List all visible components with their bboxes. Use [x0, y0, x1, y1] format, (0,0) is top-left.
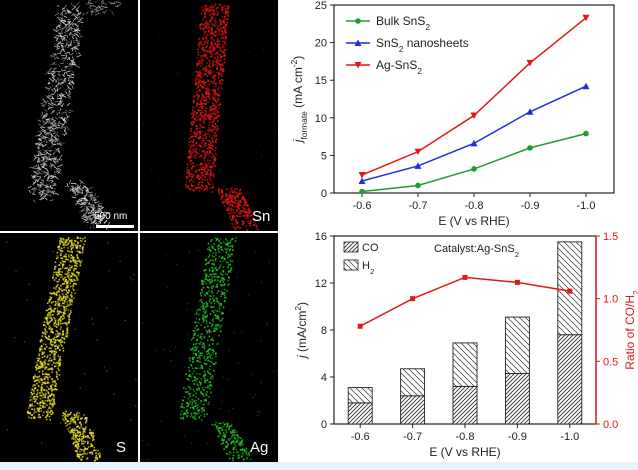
data-point	[470, 139, 478, 147]
y-axis-label: j (mA/cm2)	[293, 302, 309, 360]
x-tick-label: -0.6	[351, 431, 370, 443]
bar-co	[347, 402, 373, 425]
s-map-panel: S	[0, 233, 138, 462]
catalyst-annotation: Catalyst:Ag-SnS2	[434, 243, 519, 259]
y-tick-label: 10	[315, 113, 327, 125]
data-point	[415, 182, 421, 189]
data-point	[582, 82, 590, 90]
y2-axis-label: Ratio of CO/H2	[623, 290, 638, 370]
bar-co	[557, 334, 583, 425]
legend-entry: Ag-SnS2	[376, 58, 422, 76]
bar-h2	[400, 368, 426, 397]
plot-frame	[333, 4, 615, 194]
y-tick-label: 0	[321, 188, 327, 200]
y-tick-label: 0	[321, 419, 327, 431]
bar-h2	[452, 342, 478, 387]
data-point	[414, 162, 422, 169]
s-map-label: S	[116, 439, 127, 456]
y-tick-label: 15	[315, 75, 327, 87]
ratio-point	[462, 274, 468, 280]
legend-marker	[354, 62, 362, 69]
ratio-line	[359, 276, 570, 327]
sem-image-panel: 500 nm	[0, 0, 138, 231]
legend-marker	[354, 39, 362, 46]
x-tick-label: -0.6	[353, 200, 372, 212]
data-point	[414, 148, 422, 156]
sem-nanorod-image	[27, 0, 122, 230]
y2-tick-label: 1.5	[603, 231, 618, 243]
x-axis-label: E (V vs RHE)	[438, 214, 509, 228]
ratio-point	[410, 296, 416, 302]
y2-tick-label: 0.5	[603, 356, 618, 368]
legend-swatch-co	[343, 241, 359, 253]
bar-co	[400, 395, 426, 425]
ag-element-map	[141, 236, 275, 462]
x-tick-label: -0.8	[465, 200, 484, 212]
scale-bar-label: 500 nm	[94, 211, 128, 222]
bar-co	[452, 385, 478, 425]
legend-marker	[355, 18, 361, 24]
sn-map-label: Sn	[252, 208, 271, 225]
y-tick-label: 20	[315, 38, 327, 50]
y-axis-label: jformate (mA cm-2)	[289, 56, 309, 145]
y2-tick-label: 0.0	[603, 419, 618, 431]
ag-map-label: Ag	[250, 439, 269, 456]
y-tick-label: 12	[315, 278, 327, 290]
legend-entry: CO	[362, 242, 379, 254]
x-tick-label: -0.9	[521, 200, 540, 212]
bar-h2	[347, 387, 373, 404]
legend-entry: Bulk SnS2	[376, 14, 430, 32]
y-tick-label: 25	[315, 0, 327, 12]
data-point	[470, 112, 478, 120]
y-tick-label: 4	[321, 372, 327, 384]
legend-entry: H2	[362, 260, 374, 276]
sn-element-map	[142, 3, 276, 231]
data-point	[582, 14, 590, 22]
data-point	[526, 59, 534, 67]
y-tick-label: 16	[315, 231, 327, 243]
data-point	[527, 145, 533, 151]
bar-h2	[557, 241, 583, 336]
ag-map-panel: Ag	[140, 233, 278, 462]
y-tick-label: 5	[321, 150, 327, 162]
y-tick-label: 8	[321, 325, 327, 337]
formate-current-line-chart: 0 5 10 15 20 25 -0.6 -0.7 -0.8 -0.9 -1.0 E (V vs RH…	[289, 0, 615, 228]
ratio-point	[357, 323, 363, 329]
s-element-map	[6, 236, 137, 462]
legend-entry: SnS2 nanosheets	[376, 36, 469, 54]
bar-h2	[504, 316, 530, 374]
footer-strip	[0, 462, 638, 470]
data-point	[583, 130, 589, 137]
x-tick-label: -0.9	[508, 431, 527, 443]
data-point	[358, 177, 366, 184]
x-tick-label: -0.7	[403, 431, 422, 443]
sn-map-panel: Sn	[140, 0, 278, 231]
ratio-point	[514, 279, 520, 285]
bar-co	[504, 373, 530, 425]
y2-tick-label: 1.0	[603, 294, 618, 306]
scale-bar	[96, 225, 134, 228]
data-point	[526, 108, 534, 115]
data-point	[359, 188, 365, 195]
x-tick-label: -0.7	[409, 200, 428, 212]
co-h2-bar-chart: 0 4 8 12 16 0.0 0.5 1.0 1.5 -0.6 -0.7 -0.8 -0.9 -1.0 E…	[293, 231, 638, 459]
x-axis-label: E (V vs RHE)	[429, 445, 500, 459]
x-tick-label: -0.8	[456, 431, 475, 443]
data-point	[471, 166, 477, 172]
legend-swatch-h2	[343, 259, 359, 271]
data-point	[358, 171, 366, 179]
ratio-point	[567, 288, 573, 294]
x-tick-label: -1.0	[577, 200, 596, 212]
x-tick-label: -1.0	[560, 431, 579, 443]
